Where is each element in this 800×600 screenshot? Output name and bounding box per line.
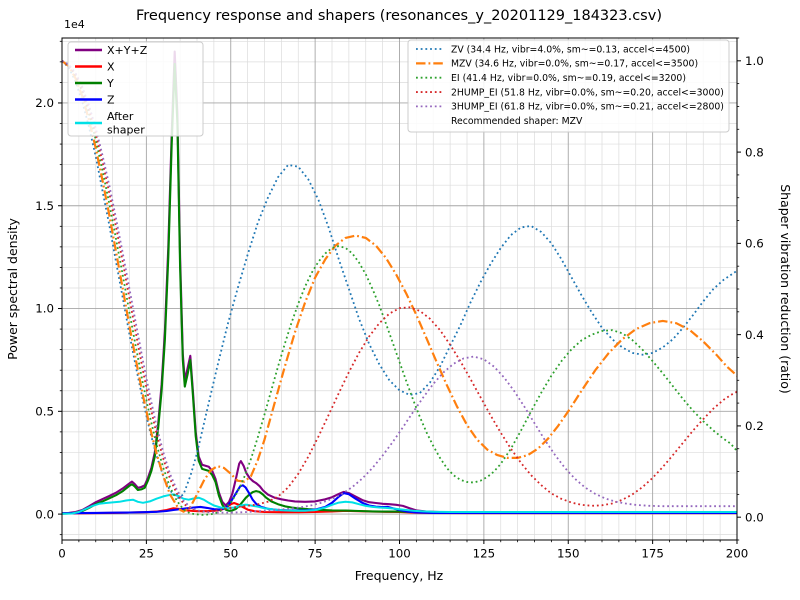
legend-label-mzv: MZV (34.6 Hz, vibr=0.0%, sm~=0.17, accel… (451, 59, 698, 70)
curve-2hump-ei (61, 60, 738, 513)
x-tick-label: 175 (641, 547, 664, 561)
y-right-tick-label: 0.8 (745, 145, 764, 159)
y-left-tick-label: 2.0 (35, 96, 54, 110)
x-tick-label: 100 (388, 547, 411, 561)
legend-label-2hump-ei: 2HUMP_EI (51.8 Hz, vibr=0.0%, sm~=0.20, … (451, 87, 724, 98)
legend-label-zv: ZV (34.4 Hz, vibr=4.0%, sm~=0.13, accel<… (451, 44, 690, 55)
legend-label-y: Y (106, 77, 114, 90)
y-left-tick-label: 1.5 (35, 199, 54, 213)
legend-label-xyz: X+Y+Z (107, 44, 148, 57)
x-axis-label: Frequency, Hz (355, 568, 444, 583)
y-left-tick-label: 1.0 (35, 302, 54, 316)
chart-title: Frequency response and shapers (resonanc… (136, 8, 662, 24)
axes-layer: 0 25 50 75 100 125 150 175 200 0.0 0.5 1.0 1.5 2.0 0.0… (35, 37, 764, 561)
legend-label-x: X (107, 60, 115, 73)
legend-recommended-shaper: Recommended shaper: MZV (451, 116, 583, 127)
y-left-tick-label: 0.0 (35, 507, 54, 521)
y-right-tick-label: 1.0 (745, 54, 764, 68)
curve-y (61, 62, 737, 515)
legend-label-after-shaper: After (107, 110, 134, 123)
legend-label-after-shaper: shaper (107, 123, 145, 136)
legend-shapers-box (407, 39, 730, 133)
x-tick-label: 200 (726, 547, 749, 561)
x-tick-label: 125 (473, 547, 496, 561)
x-tick-label: 75 (308, 547, 323, 561)
y-right-tick-label: 0.0 (745, 510, 764, 524)
y-left-axis-label: Power spectral density (5, 218, 20, 360)
legend-label-ei: EI (41.4 Hz, vibr=0.0%, sm~=0.19, accel<… (451, 73, 686, 84)
curve-after-shaper (61, 493, 737, 515)
y-right-tick-label: 0.2 (745, 419, 764, 433)
y-left-tick-label: 0.5 (35, 405, 54, 419)
curve-layer (61, 50, 738, 516)
x-tick-label: 25 (139, 547, 154, 561)
x-tick-label: 50 (223, 547, 238, 561)
curve-xyz (61, 50, 737, 515)
y-right-tick-label: 0.4 (745, 328, 764, 342)
y-right-axis-label: Shaper vibration reduction (ratio) (778, 184, 793, 394)
y-right-tick-label: 0.6 (745, 237, 764, 251)
curve-mzv (61, 59, 738, 513)
x-tick-label: 150 (557, 547, 580, 561)
curve-ei (61, 60, 738, 516)
legend-label-z: Z (107, 93, 115, 106)
curve-3hump-ei (61, 60, 737, 514)
x-tick-label: 0 (58, 547, 66, 561)
legend-label-3hump-ei: 3HUMP_EI (61.8 Hz, vibr=0.0%, sm~=0.21, … (451, 102, 724, 113)
y-axis-multiplier: 1e4 (64, 18, 85, 31)
legend-shapers: ZV (34.4 Hz, vibr=4.0%, sm~=0.13, accel<… (407, 39, 730, 133)
